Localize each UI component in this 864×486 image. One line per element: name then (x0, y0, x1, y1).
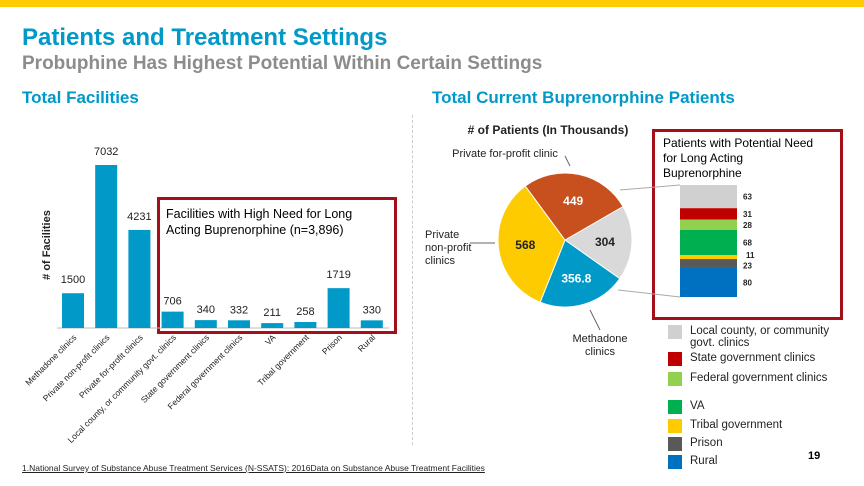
legend-label: Rural (690, 455, 718, 467)
legend-item: VA (668, 400, 830, 414)
pie-slice-2 (497, 185, 566, 303)
pie-slice-0 (564, 205, 633, 280)
stack-segment-2 (680, 219, 737, 230)
bar-7 (294, 322, 317, 328)
legend-item: Federal government clinics (668, 372, 830, 386)
bar-8 (327, 288, 350, 328)
page-title: Patients and Treatment Settings (22, 24, 388, 51)
stack-segment-4 (680, 255, 737, 260)
footnote: 1.National Survey of Substance Abuse Tre… (22, 463, 485, 473)
legend-label: Prison (690, 437, 723, 449)
stack-value-label: 28 (743, 221, 752, 230)
top-accent-bar (0, 0, 864, 7)
legend-label: Federal government clinics (690, 372, 828, 384)
pie-slice-1 (539, 239, 621, 308)
legend-swatch (668, 325, 682, 339)
legend-swatch (668, 437, 682, 451)
page-number: 19 (808, 450, 821, 462)
bar-value-label: 332 (230, 304, 248, 316)
legend-item: Prison (668, 437, 830, 451)
stack-segment-0 (680, 185, 737, 209)
pie-label: Private for-profit clinic (452, 148, 558, 160)
x-tick-label: Rural (356, 332, 378, 354)
stack-value-label: 11 (746, 251, 755, 260)
leader-line (589, 309, 601, 331)
stack-highlight-box: Patients with Potential Need for Long Ac… (652, 129, 843, 320)
leader-line (564, 155, 571, 167)
bar-3 (161, 311, 184, 328)
bar-value-label: 7032 (94, 146, 118, 158)
bar-9 (360, 320, 383, 328)
stack-value-label: 63 (743, 193, 752, 202)
pie-label: Private non-profit clinics (425, 229, 471, 267)
bar-value-label: 211 (263, 307, 281, 319)
stack-segment-6 (680, 267, 737, 297)
legend-item: Local county, or community govt. clinics (668, 325, 830, 349)
pie-title: # of Patients (In Thousands) (468, 123, 629, 137)
bar-5 (228, 320, 250, 328)
x-tick-label: VA (263, 332, 278, 347)
bar-value-label: 330 (363, 304, 381, 316)
y-axis-label: # of Facilities (41, 210, 53, 280)
connector-line (617, 289, 681, 298)
x-tick-label: Private for-profit clinics (77, 332, 145, 400)
legend-swatch (668, 455, 682, 469)
bar-value-label: 4231 (127, 211, 151, 223)
legend-item: Rural (668, 455, 830, 469)
legend-item: Tribal government (668, 419, 830, 433)
bar-2 (128, 229, 151, 328)
facilities-highlight-box: Facilities with High Need for Long Actin… (157, 197, 397, 334)
pie-label: Methadone clinics (572, 333, 627, 358)
bar-value-label: 340 (197, 304, 215, 316)
stack-segment-1 (680, 208, 737, 220)
legend-swatch (668, 352, 682, 366)
right-heading: Total Current Buprenorphine Patients (432, 88, 735, 107)
legend-label: VA (690, 400, 705, 412)
bar-value-label: 258 (296, 306, 314, 318)
divider (412, 115, 413, 445)
legend-swatch (668, 400, 682, 414)
bar-1 (95, 165, 118, 328)
stack-segment-5 (680, 259, 737, 268)
bar-value-label: 1719 (326, 269, 350, 281)
legend-swatch (668, 419, 682, 433)
facilities-box-text: Facilities with High Need for Long Actin… (166, 207, 353, 237)
pie-value-label: 568 (515, 238, 535, 252)
stack-value-label: 68 (743, 238, 752, 247)
pie-value-label: 356.8 (561, 271, 591, 285)
bar-0 (62, 293, 84, 328)
left-heading: Total Facilities (22, 88, 139, 107)
x-tick-label: Prison (320, 332, 344, 356)
connector-line (619, 184, 681, 191)
stack-value-label: 80 (743, 278, 752, 287)
stack-value-label: 31 (743, 210, 752, 219)
legend-item: State government clinics (668, 352, 830, 366)
page-subtitle: Probuphine Has Highest Potential Within … (22, 53, 543, 74)
bar-6 (261, 323, 284, 328)
bar-4 (194, 320, 217, 328)
bar-value-label: 1500 (61, 274, 85, 286)
legend-label: Tribal government (690, 419, 783, 431)
legend-label: State government clinics (690, 352, 816, 364)
legend-swatch (668, 372, 682, 386)
stack-box-text: Patients with Potential Need for Long Ac… (663, 136, 814, 180)
pie-value-label: 304 (595, 235, 615, 249)
bar-value-label: 706 (163, 296, 181, 308)
pie-slice-3 (524, 172, 624, 241)
stack-segment-3 (680, 229, 737, 255)
pie-value-label: 449 (563, 194, 583, 208)
legend-label: Local county, or community govt. clinics (690, 325, 830, 349)
stack-value-label: 23 (743, 261, 752, 270)
